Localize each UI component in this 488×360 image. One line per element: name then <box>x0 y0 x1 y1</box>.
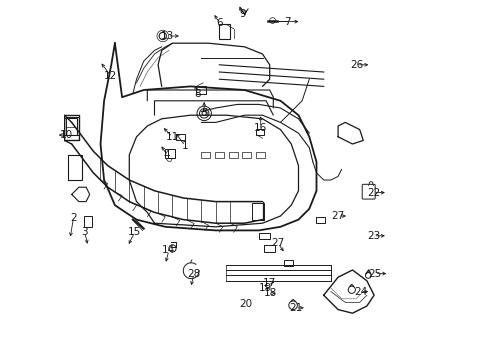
Text: 8: 8 <box>194 89 201 99</box>
Text: 27: 27 <box>331 211 344 221</box>
Bar <box>84 216 92 227</box>
Text: 11: 11 <box>165 132 179 142</box>
Bar <box>176 134 184 140</box>
Bar <box>215 152 224 158</box>
Bar <box>66 117 79 135</box>
Text: 10: 10 <box>60 130 73 140</box>
Text: 6: 6 <box>216 18 223 28</box>
Bar <box>228 152 237 158</box>
Bar <box>201 152 210 158</box>
Text: 22: 22 <box>366 188 379 198</box>
Bar <box>264 245 275 252</box>
Text: 2: 2 <box>70 213 77 223</box>
Text: 14: 14 <box>162 245 175 255</box>
Text: 20: 20 <box>239 299 252 309</box>
Text: 28: 28 <box>187 269 200 279</box>
Text: 1: 1 <box>182 141 188 151</box>
Bar <box>256 152 264 158</box>
Text: 27: 27 <box>271 238 284 248</box>
Text: 13: 13 <box>161 31 174 41</box>
Text: 4: 4 <box>163 150 170 160</box>
Text: 9: 9 <box>239 9 245 19</box>
Bar <box>195 86 205 94</box>
Bar <box>242 152 251 158</box>
Bar <box>64 118 77 135</box>
Text: 5: 5 <box>201 108 207 118</box>
Text: 16: 16 <box>254 123 267 133</box>
Text: 18: 18 <box>264 288 277 298</box>
Text: 15: 15 <box>128 227 141 237</box>
Text: 24: 24 <box>353 287 366 297</box>
Bar <box>316 217 325 223</box>
Text: 12: 12 <box>104 71 117 81</box>
Text: 19: 19 <box>258 283 271 293</box>
Bar <box>256 129 264 135</box>
Bar <box>284 260 292 266</box>
Bar <box>218 24 230 39</box>
Bar <box>164 149 175 158</box>
Text: 7: 7 <box>283 17 290 27</box>
Bar <box>258 233 269 239</box>
Text: 3: 3 <box>81 227 88 237</box>
Text: 23: 23 <box>366 231 379 241</box>
Text: 17: 17 <box>263 278 276 288</box>
Text: 26: 26 <box>349 60 363 70</box>
Text: 25: 25 <box>367 269 381 279</box>
Text: 21: 21 <box>289 303 302 313</box>
Bar <box>251 203 264 220</box>
